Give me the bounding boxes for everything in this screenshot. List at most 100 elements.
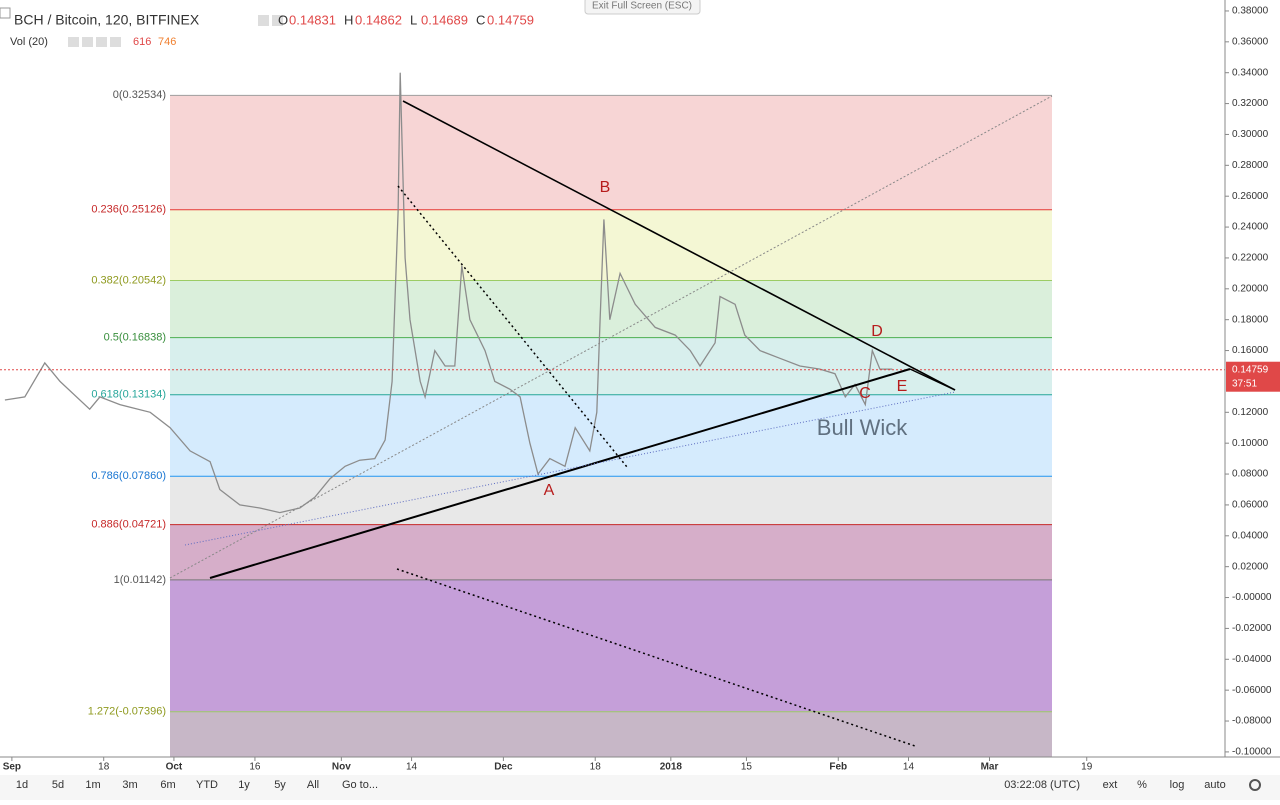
range-button[interactable]: 1m (85, 779, 100, 791)
fib-band (170, 711, 1052, 757)
range-button[interactable]: Go to... (342, 779, 378, 791)
toolbar-items: 1d 5d 1m 3m 6m YTD 1y 5y All Go to... 03:22:08 (UT… (16, 779, 1261, 791)
y-tick-label: -0.00000 (1232, 592, 1272, 603)
y-tick-label: 0.12000 (1232, 407, 1269, 418)
y-tick-label: -0.02000 (1232, 623, 1272, 634)
icon[interactable] (258, 15, 269, 26)
fib-diagonal (169, 95, 1053, 579)
ohlc: O 0.14831 H 0.14862 L 0.14689 C 0.14759 (278, 12, 534, 27)
icon[interactable] (82, 37, 93, 47)
y-tick-label: 0.30000 (1232, 129, 1269, 140)
x-tick-label: Sep (3, 762, 21, 773)
wave-label: D (871, 323, 883, 340)
fib-label: 0(0.32534) (113, 89, 166, 101)
x-tick-label: 18 (98, 762, 110, 773)
option-button[interactable]: % (1137, 779, 1147, 791)
x-tick-label: 2018 (660, 762, 683, 773)
x-tick-label: Dec (494, 762, 513, 773)
range-button[interactable]: YTD (196, 779, 218, 791)
exit-button[interactable] (584, 0, 701, 15)
fib-label: 0.786(0.07860) (91, 470, 166, 482)
fib-band (170, 524, 1052, 580)
fib-band (170, 394, 1052, 477)
annotations: A B C D E Bull Wick (544, 179, 909, 499)
option-button[interactable]: log (1170, 779, 1185, 791)
option-button[interactable]: auto (1204, 779, 1225, 791)
settings-icon[interactable] (1249, 779, 1261, 791)
ohlc-value: 0.14831 (289, 12, 336, 27)
y-tick-label: 0.38000 (1232, 6, 1269, 17)
range-button[interactable]: All (307, 779, 319, 791)
volume-value: 616 (133, 36, 151, 48)
ohlc-value: 0.14862 (355, 12, 402, 27)
y-tick-label: -0.08000 (1232, 716, 1272, 727)
x-tick-label: 18 (590, 762, 602, 773)
y-tick-label: 0.10000 (1232, 438, 1269, 449)
fib-band (170, 337, 1052, 395)
y-tick-label: 0.20000 (1232, 283, 1269, 294)
drawings (169, 95, 1053, 747)
fib-band (170, 579, 1052, 712)
fib-label: 1.272(-0.07396) (88, 706, 166, 718)
ohlc-value: 0.14759 (487, 12, 534, 27)
icon[interactable] (272, 15, 283, 26)
y-tick-label: 0.28000 (1232, 160, 1269, 171)
y-tick-label: 0.32000 (1232, 98, 1269, 109)
symbol: BCH / Bitcoin, 120, BITFINEX (14, 12, 200, 28)
range-button[interactable]: 5d (52, 779, 64, 791)
trend-line (909, 368, 956, 391)
fib-label: 0.236(0.25126) (91, 204, 166, 216)
x-tick-label: 14 (903, 762, 915, 773)
range-button[interactable]: 6m (160, 779, 175, 791)
y-tick-label: 0.02000 (1232, 561, 1269, 572)
y-tick-label: 0.08000 (1232, 469, 1269, 480)
fib-label: 0.5(0.16838) (104, 332, 166, 344)
collapse-icon[interactable] (0, 7, 11, 19)
y-tick-label: 0.06000 (1232, 500, 1269, 511)
ohlc-key: L (410, 12, 417, 27)
range-button[interactable]: 3m (122, 779, 137, 791)
dotted-line (397, 185, 628, 468)
y-tick-label: -0.06000 (1232, 685, 1272, 696)
range-button[interactable]: 1d (16, 779, 28, 791)
dotted-line (184, 391, 956, 546)
x-tick-label: Feb (829, 762, 847, 773)
icon[interactable] (110, 37, 121, 47)
volume-label: Vol (20) (10, 36, 48, 48)
last-price-box (1226, 361, 1280, 392)
wave-label: B (600, 179, 611, 196)
ohlc-key: H (344, 12, 353, 27)
icon[interactable] (68, 37, 79, 47)
y-tick-label: 0.34000 (1232, 67, 1269, 78)
x-tick-label: 14 (406, 762, 418, 773)
countdown: 37:51 (1232, 378, 1257, 389)
exit-label[interactable]: Exit Full Screen (ESC) (592, 1, 692, 12)
toolbar (0, 775, 1280, 800)
y-tick-label: 0.24000 (1232, 222, 1269, 233)
fib-bands: 0(0.32534) 0.236(0.25126) 0.382(0.20542) 0.… (88, 89, 1052, 757)
x-tick-label: Mar (981, 762, 999, 773)
trend-line (209, 368, 911, 579)
y-tick-label: -0.10000 (1232, 747, 1272, 758)
y-tick-label: 0.18000 (1232, 314, 1269, 325)
fib-label: 1(0.01142) (114, 574, 166, 586)
range-button[interactable]: 1y (238, 779, 250, 791)
note: Bull Wick (817, 415, 908, 440)
icon[interactable] (96, 37, 107, 47)
fib-band (170, 280, 1052, 338)
x-tick-label: 16 (249, 762, 261, 773)
fib-band (170, 95, 1052, 210)
y-tick-label: 0.16000 (1232, 345, 1269, 356)
wave-label: C (859, 385, 871, 402)
ohlc-key: C (476, 12, 485, 27)
x-tick-label: 15 (741, 762, 753, 773)
last-price-label: 0.14759 (1232, 364, 1269, 375)
x-tick-label: 19 (1081, 762, 1093, 773)
y-axis: 0.38000 0.36000 0.34000 0.32000 0.30000 0.280… (1225, 6, 1280, 758)
range-button[interactable]: 5y (274, 779, 286, 791)
y-tick-label: 0.36000 (1232, 36, 1269, 47)
option-button[interactable]: ext (1103, 779, 1118, 791)
wave-label: E (897, 378, 908, 395)
